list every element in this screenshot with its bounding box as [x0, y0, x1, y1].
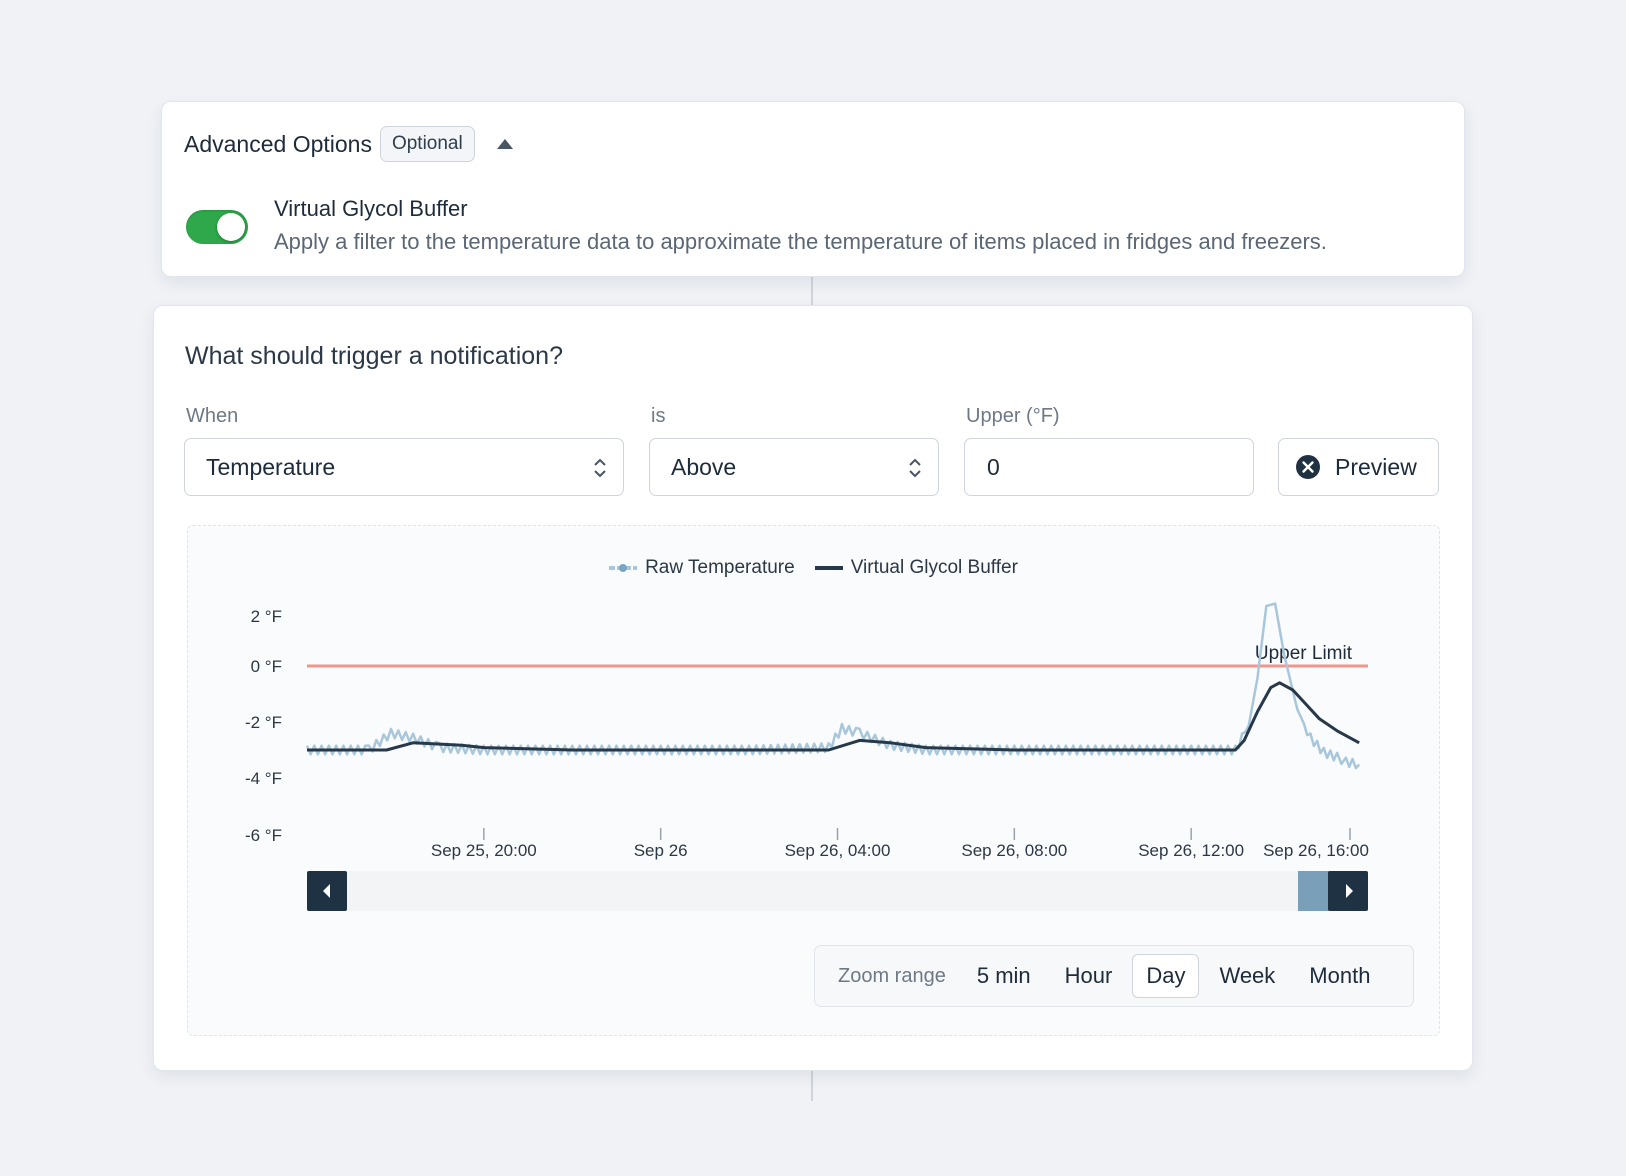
zoom-month-button[interactable]: Month — [1309, 963, 1371, 988]
y-tick-label: -2 °F — [245, 713, 282, 732]
range-navigator-track — [307, 871, 1368, 911]
legend-label-raw: Raw Temperature — [645, 557, 795, 578]
connector-bottom — [811, 1071, 813, 1101]
zoom-range-label: Zoom range — [838, 964, 946, 987]
x-tick-label: Sep 25, 20:00 — [431, 841, 537, 860]
upper-limit-label: Upper Limit — [1255, 643, 1353, 664]
virtual-glycol-buffer-toggle[interactable] — [186, 210, 248, 244]
y-tick-label: 0 °F — [251, 657, 282, 676]
close-circle-icon — [1296, 455, 1320, 479]
range-selection[interactable] — [1298, 871, 1330, 911]
zoom-week-button[interactable]: Week — [1219, 963, 1276, 988]
x-tick-label: Sep 26, 12:00 — [1138, 841, 1244, 860]
advanced-options-header[interactable]: Advanced Options Optional — [184, 126, 513, 162]
legend-swatch-buffer — [814, 566, 843, 570]
connector-top — [811, 277, 813, 305]
y-tick-label: -4 °F — [245, 769, 282, 788]
toggle-knob — [217, 213, 245, 241]
advanced-options-title: Advanced Options — [184, 130, 372, 157]
upper-label: Upper (°F) — [966, 405, 1060, 427]
trigger-title: What should trigger a notification? — [185, 342, 563, 370]
y-tick-label: -6 °F — [245, 826, 282, 845]
when-label: When — [186, 405, 239, 427]
is-label: is — [651, 405, 666, 427]
caret-right-icon — [1346, 884, 1353, 898]
comparison-select-value: Above — [671, 453, 737, 480]
x-tick-label: Sep 26 — [634, 841, 688, 860]
when-select-value: Temperature — [206, 453, 336, 480]
upper-limit-input[interactable]: 0 — [964, 438, 1254, 496]
chevron-up-down-icon — [909, 458, 921, 478]
optional-badge: Optional — [379, 126, 475, 162]
vgb-title: Virtual Glycol Buffer — [274, 196, 468, 221]
collapse-caret-icon[interactable] — [496, 139, 513, 149]
caret-left-icon — [323, 884, 330, 898]
chart-panel: 2 °F 0 °F -2 °F -4 °F -6 °F Sep 25, 20:00 Sep … — [187, 525, 1440, 1036]
series-line-raw-temperature — [305, 602, 1361, 770]
x-tick-label: Sep 26, 04:00 — [785, 841, 891, 860]
legend-swatch-raw — [609, 564, 638, 572]
legend-label-buffer: Virtual Glycol Buffer — [850, 557, 1018, 578]
zoom-day-button[interactable]: Day — [1132, 954, 1200, 998]
zoom-range-bar: Zoom range 5 min Hour Day Week Month — [814, 945, 1414, 1007]
upper-limit-value: 0 — [987, 453, 1000, 480]
trigger-card: What should trigger a notification? When… — [153, 305, 1473, 1071]
legend-item-buffer[interactable]: Virtual Glycol Buffer — [814, 557, 1018, 579]
comparison-select[interactable]: Above — [649, 438, 939, 496]
x-tick-label: Sep 26, 08:00 — [961, 841, 1067, 860]
chart-legend: Raw Temperature Virtual Glycol Buffer — [188, 557, 1439, 579]
temperature-chart: 2 °F 0 °F -2 °F -4 °F -6 °F Sep 25, 20:00 Sep … — [245, 602, 1369, 911]
chevron-up-down-icon — [594, 458, 606, 478]
vgb-description: Apply a filter to the temperature data t… — [274, 229, 1327, 254]
zoom-hour-button[interactable]: Hour — [1064, 963, 1113, 988]
zoom-5min-button[interactable]: 5 min — [976, 963, 1031, 988]
series-line-virtual-glycol-buffer — [307, 681, 1360, 752]
legend-item-raw[interactable]: Raw Temperature — [609, 557, 795, 579]
when-select[interactable]: Temperature — [184, 438, 624, 496]
advanced-options-card: Advanced Options Optional Virtual Glycol… — [161, 101, 1465, 277]
preview-button[interactable]: Preview — [1278, 438, 1439, 496]
preview-label: Preview — [1335, 453, 1417, 480]
y-tick-label: 2 °F — [251, 607, 282, 626]
x-tick-label: Sep 26, 16:00 — [1263, 841, 1369, 860]
